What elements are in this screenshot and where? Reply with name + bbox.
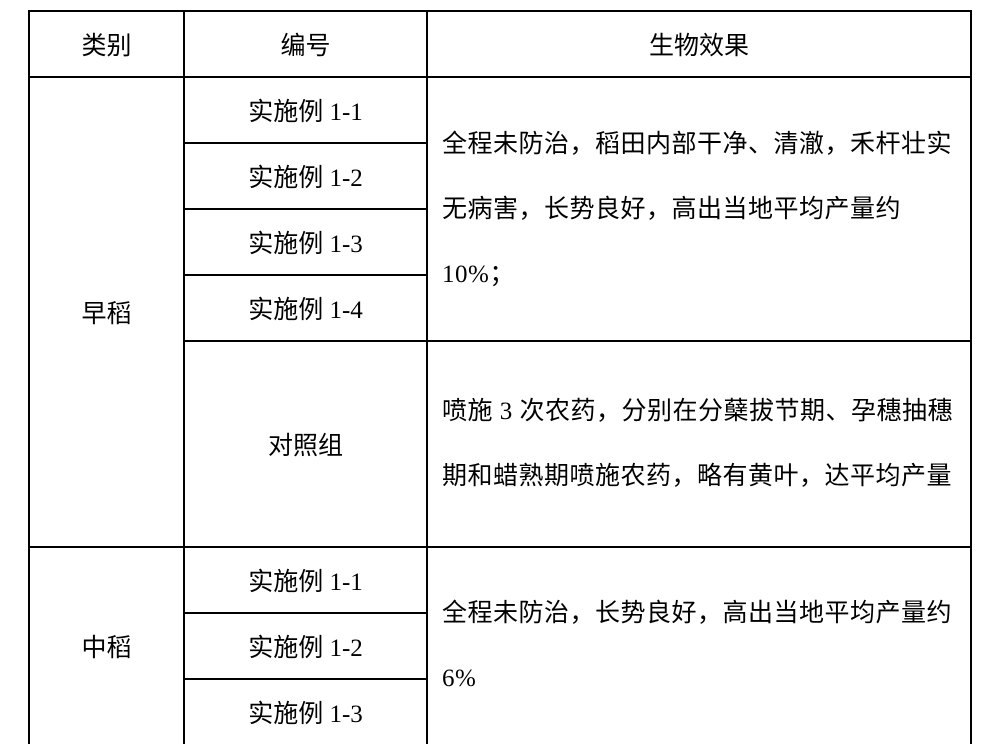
table-row: 早稻 实施例 1-1 全程未防治，稻田内部干净、清澈，禾杆壮实无病害，长势良好，… [29, 77, 971, 143]
category-cell: 早稻 [29, 77, 184, 547]
category-cell: 中稻 [29, 547, 184, 744]
effect-cell: 全程未防治，稻田内部干净、清澈，禾杆壮实无病害，长势良好，高出当地平均产量约 1… [427, 77, 971, 341]
table-header-row: 类别 编号 生物效果 [29, 11, 971, 77]
table-row: 中稻 实施例 1-1 全程未防治，长势良好，高出当地平均产量约 6% [29, 547, 971, 613]
number-cell: 对照组 [184, 341, 427, 547]
effect-cell: 全程未防治，长势良好，高出当地平均产量约 6% [427, 547, 971, 744]
number-cell: 实施例 1-3 [184, 679, 427, 744]
data-table: 类别 编号 生物效果 早稻 实施例 1-1 全程未防治，稻田内部干净、清澈，禾杆… [28, 10, 972, 744]
number-cell: 实施例 1-2 [184, 143, 427, 209]
number-cell: 实施例 1-2 [184, 613, 427, 679]
header-category: 类别 [29, 11, 184, 77]
number-cell: 实施例 1-1 [184, 77, 427, 143]
effect-cell: 喷施 3 次农药，分别在分蘖拔节期、孕穗抽穗期和蜡熟期喷施农药，略有黄叶，达平均… [427, 341, 971, 547]
number-cell: 实施例 1-4 [184, 275, 427, 341]
header-effect: 生物效果 [427, 11, 971, 77]
page: 类别 编号 生物效果 早稻 实施例 1-1 全程未防治，稻田内部干净、清澈，禾杆… [0, 0, 1000, 746]
number-cell: 实施例 1-1 [184, 547, 427, 613]
number-cell: 实施例 1-3 [184, 209, 427, 275]
header-number: 编号 [184, 11, 427, 77]
